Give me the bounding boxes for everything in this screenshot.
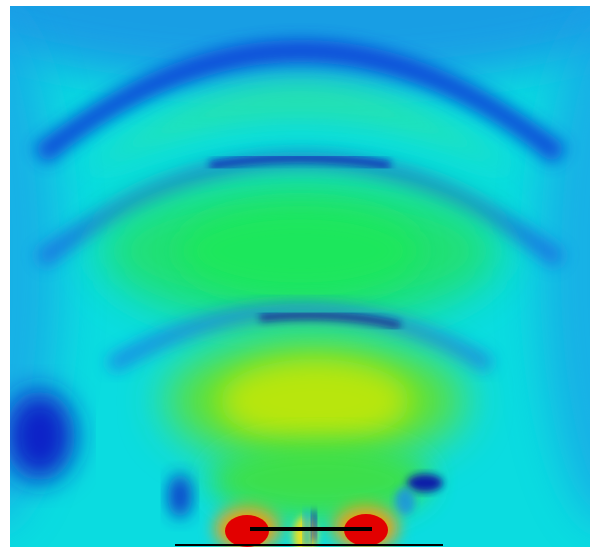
nodal-arc-3	[105, 303, 495, 373]
nodal-arc-1	[33, 40, 567, 165]
field-plot	[10, 6, 590, 547]
outer-lobe	[80, 81, 520, 176]
antenna-element	[250, 527, 372, 531]
left-null-patch	[10, 391, 75, 481]
ground-line	[175, 544, 443, 546]
